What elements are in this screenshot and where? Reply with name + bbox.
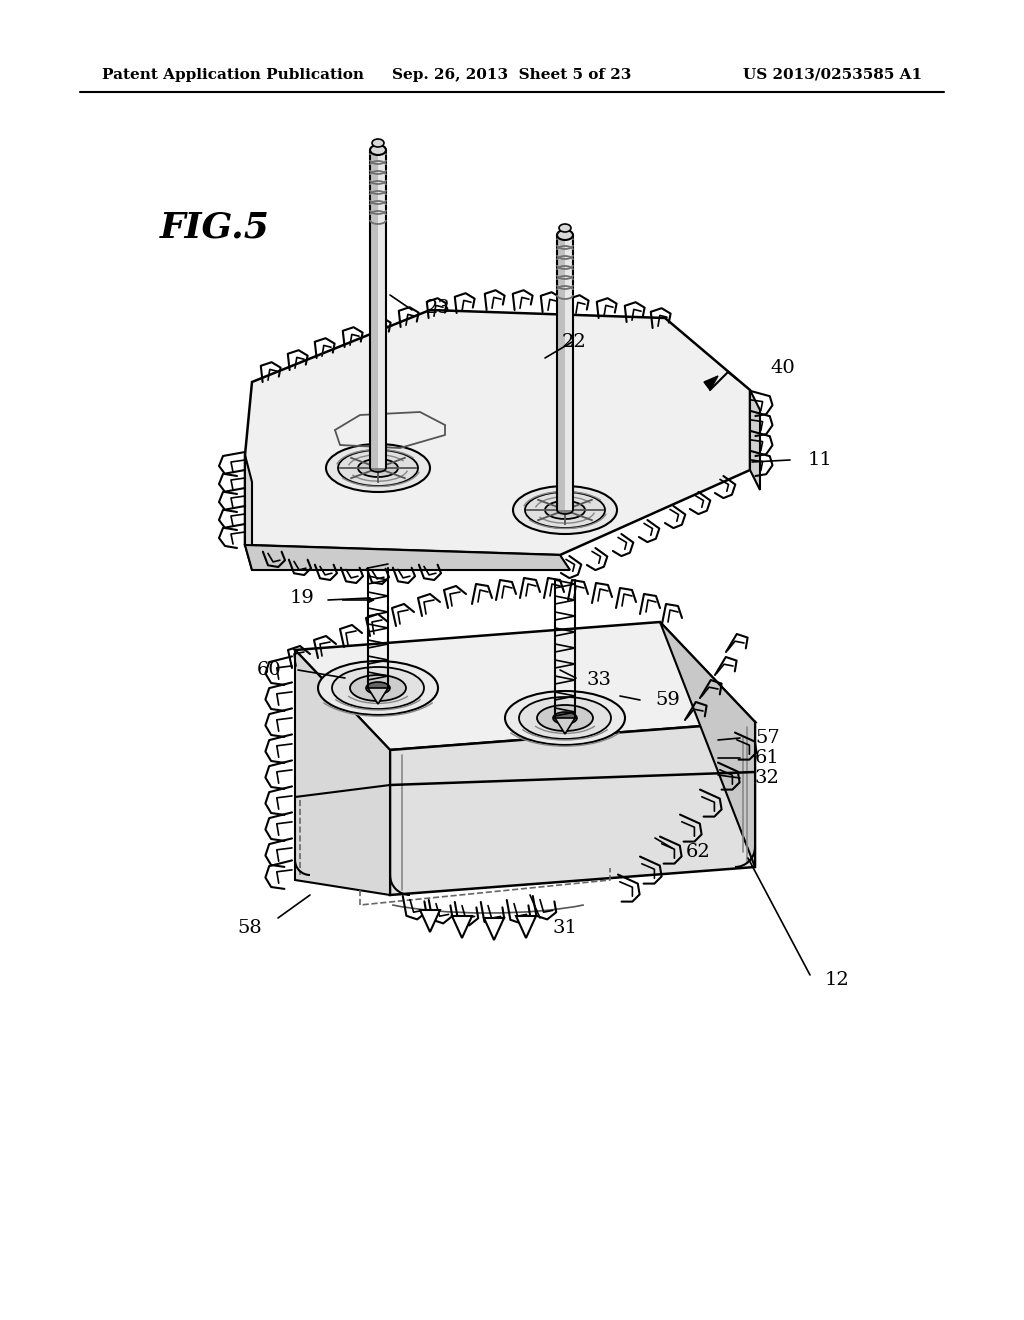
Ellipse shape <box>537 705 593 731</box>
Text: Sep. 26, 2013  Sheet 5 of 23: Sep. 26, 2013 Sheet 5 of 23 <box>392 69 632 82</box>
Polygon shape <box>390 722 755 895</box>
Text: 58: 58 <box>238 919 262 937</box>
Text: 32: 32 <box>755 770 780 787</box>
Ellipse shape <box>545 502 585 519</box>
Text: 33: 33 <box>586 671 611 689</box>
Text: 62: 62 <box>686 843 711 861</box>
Text: 12: 12 <box>825 972 850 989</box>
Text: US 2013/0253585 A1: US 2013/0253585 A1 <box>742 69 922 82</box>
Ellipse shape <box>557 506 573 513</box>
Polygon shape <box>245 545 570 570</box>
Polygon shape <box>368 688 388 704</box>
Ellipse shape <box>557 230 573 240</box>
Polygon shape <box>555 718 575 734</box>
Text: 22: 22 <box>562 333 587 351</box>
Polygon shape <box>452 916 472 939</box>
Text: 40: 40 <box>770 359 795 378</box>
Ellipse shape <box>350 675 406 701</box>
Ellipse shape <box>370 145 386 154</box>
Ellipse shape <box>332 667 424 709</box>
Polygon shape <box>557 235 565 510</box>
Polygon shape <box>295 649 390 895</box>
Text: 11: 11 <box>808 451 833 469</box>
Text: 31: 31 <box>552 919 577 937</box>
Ellipse shape <box>366 682 390 694</box>
Ellipse shape <box>358 459 398 477</box>
Ellipse shape <box>372 139 384 147</box>
Ellipse shape <box>513 486 617 535</box>
Ellipse shape <box>559 224 571 232</box>
Text: 57: 57 <box>755 729 779 747</box>
Polygon shape <box>565 235 573 510</box>
Ellipse shape <box>318 661 438 715</box>
Text: 60: 60 <box>257 661 282 678</box>
Polygon shape <box>245 455 252 570</box>
Polygon shape <box>370 150 378 469</box>
Text: 23: 23 <box>426 300 451 317</box>
Text: Patent Application Publication: Patent Application Publication <box>102 69 364 82</box>
Polygon shape <box>484 917 504 940</box>
Text: 19: 19 <box>289 589 314 607</box>
Polygon shape <box>750 389 760 490</box>
Ellipse shape <box>553 711 577 723</box>
Ellipse shape <box>370 465 386 473</box>
Text: 59: 59 <box>655 690 680 709</box>
Polygon shape <box>420 909 440 932</box>
Ellipse shape <box>505 690 625 744</box>
Ellipse shape <box>519 697 611 739</box>
Ellipse shape <box>338 450 418 486</box>
Ellipse shape <box>525 492 605 528</box>
Text: FIG.5: FIG.5 <box>160 210 270 244</box>
Polygon shape <box>245 310 750 554</box>
Polygon shape <box>660 622 755 867</box>
Polygon shape <box>378 150 386 469</box>
Text: 61: 61 <box>755 748 779 767</box>
Ellipse shape <box>326 444 430 492</box>
Polygon shape <box>295 622 755 750</box>
Polygon shape <box>516 916 536 939</box>
Polygon shape <box>705 376 718 389</box>
